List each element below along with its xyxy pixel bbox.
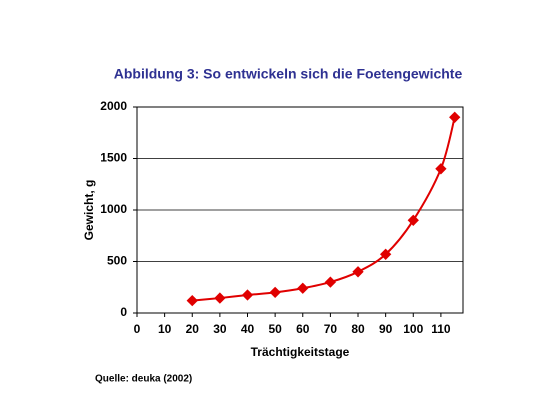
- y-tick-label: 1500: [100, 151, 127, 165]
- x-tick-label: 50: [268, 322, 282, 336]
- data-point: [214, 292, 226, 304]
- x-tick-label: 70: [324, 322, 338, 336]
- data-point: [407, 214, 419, 226]
- data-line: [192, 117, 456, 302]
- y-tick-label: 1000: [100, 202, 127, 216]
- data-point: [241, 289, 254, 301]
- x-tick-label: 60: [296, 322, 310, 336]
- y-tick-label: 2000: [100, 99, 127, 113]
- x-tick-label: 10: [158, 322, 172, 336]
- data-point: [297, 282, 309, 294]
- y-tick-label: 500: [107, 254, 127, 268]
- x-tick-label: 110: [431, 322, 451, 336]
- data-point: [324, 276, 337, 288]
- x-axis-label: Trächtigkeitstage: [251, 345, 350, 359]
- data-point: [379, 248, 392, 260]
- y-axis-label: Gewicht, g: [82, 180, 96, 241]
- x-tick-label: 100: [403, 322, 423, 336]
- x-tick-label: 0: [134, 322, 141, 336]
- chart-title: Abbildung 3: So entwickeln sich die Foet…: [114, 66, 463, 82]
- data-point: [435, 163, 447, 175]
- source-note: Quelle: deuka (2002): [95, 374, 192, 385]
- y-tick-label: 0: [120, 305, 127, 319]
- data-point: [449, 111, 461, 123]
- data-point: [352, 266, 364, 278]
- x-tick-label: 40: [241, 322, 255, 336]
- x-tick-label: 90: [379, 322, 393, 336]
- plot-frame: [136, 106, 464, 314]
- x-tick-label: 30: [213, 322, 227, 336]
- data-point: [186, 294, 198, 307]
- x-tick-label: 20: [186, 322, 200, 336]
- x-tick-label: 80: [351, 322, 365, 336]
- data-point: [269, 286, 281, 299]
